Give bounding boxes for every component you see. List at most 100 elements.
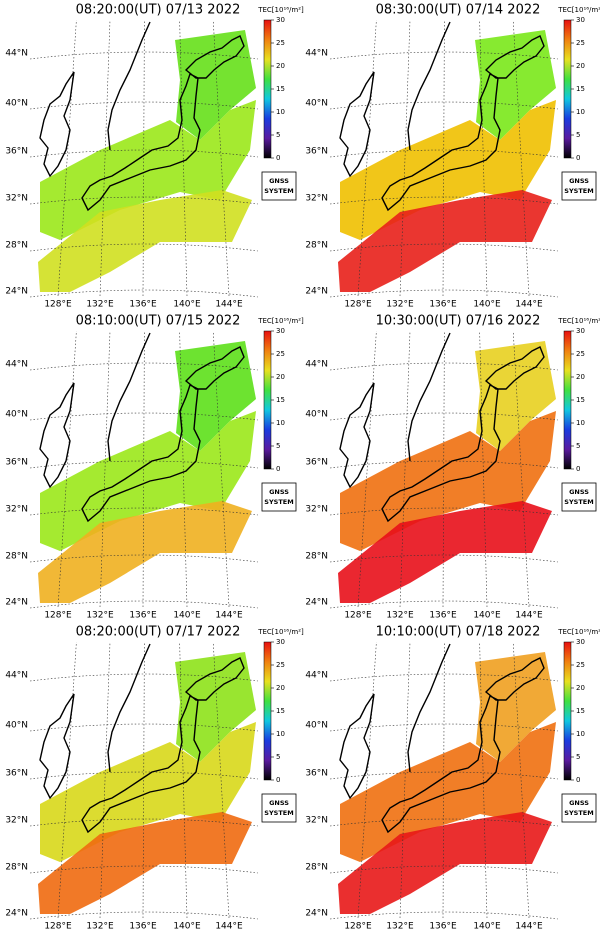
parallel — [329, 196, 559, 205]
badge-text: SYSTEM — [264, 187, 293, 195]
panel-title: 08:10:00(UT) 07/15 2022 — [76, 314, 241, 329]
longitude-label: 136°E — [129, 922, 157, 932]
longitude-label: 144°E — [215, 922, 243, 932]
colorbar-tick-label: 20 — [276, 62, 285, 70]
colorbar-tick-label: 10 — [276, 108, 285, 116]
latitude-label: 32°N — [5, 194, 28, 204]
colorbar-label: TEC[10¹⁶/m²] — [257, 6, 304, 14]
latitude-label: 40°N — [5, 721, 28, 731]
meridian — [57, 19, 77, 297]
parallel — [329, 771, 559, 780]
colorbar-tick-label: 20 — [276, 373, 285, 381]
meridian — [479, 641, 488, 919]
parallel — [29, 865, 259, 874]
colorbar-label: TEC[10¹⁶/m²] — [257, 317, 304, 325]
meridian — [179, 641, 188, 919]
colorbar-tick-label: 20 — [576, 684, 585, 692]
tec-region — [475, 30, 556, 140]
colorbar-tick-label: 30 — [276, 638, 285, 646]
latitude-label: 36°N — [5, 769, 28, 779]
longitude-label: 136°E — [429, 300, 457, 310]
badge-text: GNSS — [269, 177, 289, 185]
meridian — [442, 19, 445, 297]
latitude-label: 24°N — [5, 287, 28, 297]
colorbar-tick-label: 0 — [276, 154, 280, 162]
colorbar-tick-label: 20 — [276, 684, 285, 692]
latitude-label: 44°N — [305, 49, 328, 59]
parallel — [329, 673, 559, 682]
colorbar — [263, 330, 272, 470]
coastline — [381, 657, 545, 834]
colorbar-label: TEC[10¹⁶/m²] — [257, 628, 304, 636]
badge-text: GNSS — [569, 799, 589, 807]
longitude-label: 128°E — [344, 611, 372, 621]
coastline — [39, 643, 151, 800]
colorbar-tick-label: 0 — [576, 465, 580, 473]
latitude-label: 32°N — [305, 505, 328, 515]
latitude-label: 32°N — [305, 816, 328, 826]
colorbar-tick-label: 15 — [576, 707, 585, 715]
parallel — [329, 911, 559, 920]
meridian — [512, 330, 530, 608]
parallel — [329, 289, 559, 298]
map-panel: 08:30:00(UT) 07/14 2022 44°N 40°N 36°N 32°N 2… — [305, 3, 600, 310]
colorbar-tick-label: 10 — [276, 419, 285, 427]
coastline — [381, 35, 545, 212]
longitude-label: 140°E — [473, 300, 501, 310]
parallel — [329, 243, 559, 252]
meridian — [212, 330, 230, 608]
map-panel: 10:30:00(UT) 07/16 2022 44°N 40°N 36°N 32°N 2… — [305, 314, 600, 621]
parallel — [329, 865, 559, 874]
latitude-label: 32°N — [305, 194, 328, 204]
latitude-label: 32°N — [5, 816, 28, 826]
colorbar-tick-label: 0 — [576, 154, 580, 162]
parallel — [29, 673, 259, 682]
badge-text: SYSTEM — [264, 809, 293, 817]
colorbar-tick-label: 25 — [276, 661, 285, 669]
longitude-label: 128°E — [44, 300, 72, 310]
latitude-label: 40°N — [5, 99, 28, 109]
coastline — [81, 346, 245, 523]
colorbar-tick-label: 25 — [576, 350, 585, 358]
coastline — [81, 35, 245, 212]
tec-region — [338, 190, 552, 292]
colorbar-label: TEC[10¹⁶/m²] — [557, 6, 600, 14]
colorbar-tick-label: 30 — [576, 638, 585, 646]
coastline — [381, 346, 545, 523]
meridian — [442, 330, 445, 608]
tec-region — [475, 341, 556, 451]
longitude-label: 144°E — [515, 922, 543, 932]
map-panel: 08:10:00(UT) 07/15 2022 44°N 40°N 36°N 32°N 2… — [5, 314, 304, 621]
longitude-label: 136°E — [429, 922, 457, 932]
meridian — [99, 641, 111, 919]
parallel — [29, 101, 259, 110]
meridian — [212, 641, 230, 919]
parallel — [329, 412, 559, 421]
longitude-label: 140°E — [473, 611, 501, 621]
tec-region — [338, 501, 552, 603]
colorbar-tick-label: 10 — [576, 108, 585, 116]
colorbar — [263, 641, 272, 781]
latitude-label: 40°N — [305, 99, 328, 109]
colorbar-tick-label: 5 — [276, 442, 280, 450]
latitude-label: 36°N — [5, 147, 28, 157]
badge-text: GNSS — [569, 177, 589, 185]
parallel — [29, 412, 259, 421]
meridian — [179, 19, 188, 297]
colorbar-tick-label: 20 — [576, 373, 585, 381]
latitude-label: 40°N — [5, 410, 28, 420]
colorbar-tick-label: 5 — [576, 753, 580, 761]
longitude-label: 136°E — [429, 611, 457, 621]
parallel — [29, 554, 259, 563]
meridian — [142, 330, 145, 608]
colorbar-tick-label: 10 — [576, 419, 585, 427]
longitude-label: 140°E — [173, 611, 201, 621]
latitude-label: 44°N — [305, 360, 328, 370]
tec-region — [338, 812, 552, 914]
tec-region — [38, 812, 252, 914]
colorbar-tick-label: 15 — [576, 85, 585, 93]
latitude-label: 28°N — [5, 552, 28, 562]
longitude-label: 140°E — [173, 922, 201, 932]
meridian — [212, 19, 230, 297]
